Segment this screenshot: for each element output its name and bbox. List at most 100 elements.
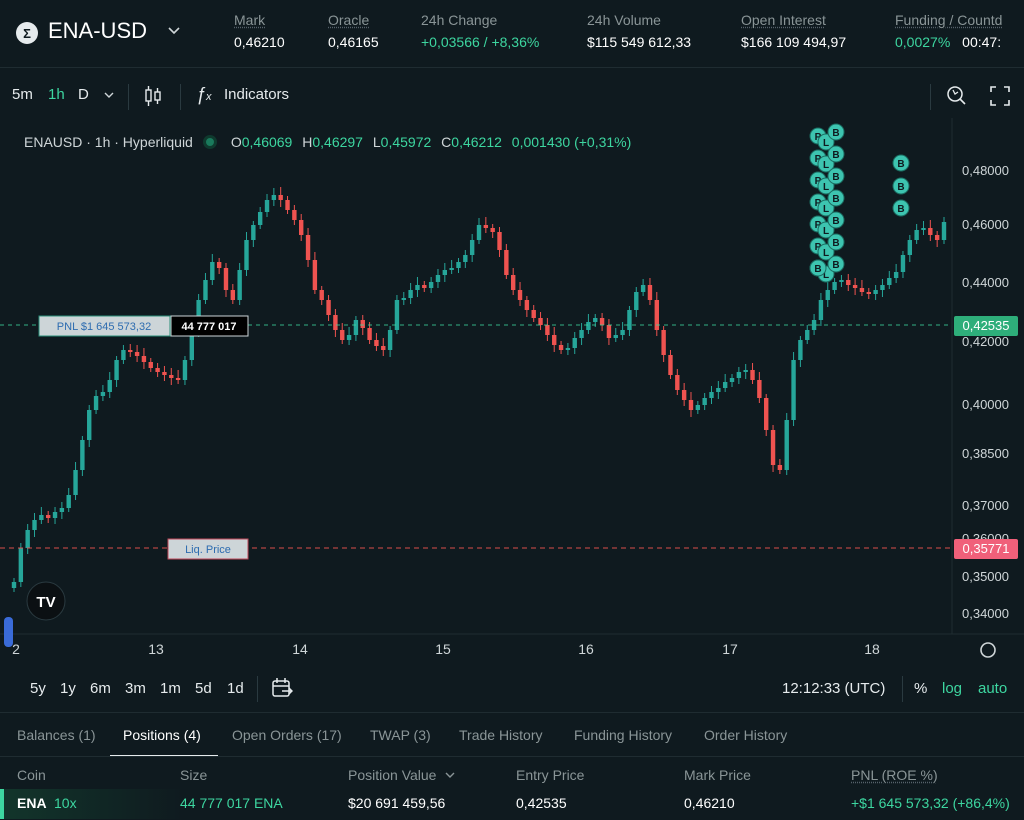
price-chart[interactable]: 0,48000 0,46000 0,44000 0,42000 0,40000 0,385… [0,118,1024,666]
candle [702,398,707,405]
stat-label[interactable]: Funding / Countd [895,12,1003,28]
liq-tag-label: Liq. Price [185,544,231,556]
position-entry-price: 0,42535 [516,795,567,811]
range-1y[interactable]: 1y [60,680,76,697]
pnl-tag-label: PNL $1 645 573,32 [57,321,151,333]
price-tick-label: 0,35000 [962,569,1009,584]
range-6m[interactable]: 6m [90,680,111,697]
tab-trade-history[interactable]: Trade History [459,727,543,743]
chart-canvas[interactable]: 0,48000 0,46000 0,44000 0,42000 0,40000 0,385… [0,118,1024,666]
position-coin[interactable]: ENA [17,795,47,811]
buy-marker-label: B [832,216,839,227]
chevron-down-icon[interactable] [102,88,116,106]
candle [449,268,454,270]
pnl-marker-label: P [815,198,822,209]
buy-marker-label: B [897,182,904,193]
interval-5m[interactable]: 5m [12,86,33,103]
stat-label: 24h Volume [587,12,661,28]
range-5d[interactable]: 5d [195,680,212,697]
candle [729,378,735,382]
tab-positions[interactable]: Positions (4) [123,727,201,743]
position-pnl: +$1 645 573,32 (+86,4%) [851,795,1010,811]
range-3m[interactable]: 3m [125,680,146,697]
buy-marker [827,211,845,229]
candle [244,240,249,270]
divider [902,676,903,702]
side-panel-handle[interactable] [4,617,13,647]
interval-d[interactable]: D [78,86,89,103]
candle [688,400,694,410]
interval-1h[interactable]: 1h [48,86,65,103]
range-1d[interactable]: 1d [227,680,244,697]
candle [264,200,270,212]
candle [825,290,830,300]
candle [928,228,933,235]
stat-open-interest: Open Interest $166 109 494,97 [741,12,846,50]
candle [401,298,406,300]
candle [428,282,434,288]
candle [887,278,892,285]
col-header-pnl[interactable]: PNL (ROE %) [851,767,938,783]
candle [66,495,71,508]
candle [59,508,65,512]
chevron-down-icon[interactable] [166,22,182,43]
divider [257,676,258,702]
candle-type-icon[interactable] [143,85,163,111]
range-5y[interactable]: 5y [30,680,46,697]
log-toggle[interactable]: log [942,680,963,697]
buy-marker [809,259,827,277]
calendar-goto-icon[interactable] [271,677,293,703]
candle [504,250,509,275]
divider [0,756,1024,757]
indicators-button[interactable]: Indicators [224,86,290,103]
auto-toggle[interactable]: auto [978,680,1008,697]
candle [387,330,393,350]
tab-twap[interactable]: TWAP (3) [370,727,431,743]
candle [340,330,345,340]
percent-toggle[interactable]: % [914,680,928,697]
price-tick-label: 0,38500 [962,446,1009,461]
tab-funding-history[interactable]: Funding History [574,727,673,743]
fullscreen-icon[interactable] [990,86,1010,110]
candle [148,362,153,368]
function-icon[interactable]: ƒx [196,84,212,104]
stat-24h-change: 24h Change +0,03566 / +8,36% [421,12,539,50]
candle [367,328,372,340]
position-value: $20 691 459,56 [348,795,446,811]
candle [381,346,386,350]
candle [593,318,598,322]
stat-label[interactable]: Oracle [328,12,370,28]
stat-value: +0,03566 / +8,36% [421,34,540,50]
tab-balances[interactable]: Balances (1) [17,727,96,743]
market-symbol[interactable]: ENA-USD [48,18,148,43]
tab-open-orders[interactable]: Open Orders (17) [232,727,342,743]
candle [415,285,420,290]
candle [497,232,502,250]
stat-label[interactable]: Mark [234,12,266,28]
tab-order-history[interactable]: Order History [704,727,788,743]
candle [661,330,666,355]
settings-gear-icon[interactable] [980,642,996,658]
candle [852,285,858,288]
stat-label[interactable]: Open Interest [741,12,826,28]
candle [832,282,837,290]
candle [586,322,591,330]
candle [770,430,776,465]
buy-marker [827,189,845,207]
pnl-tag-box [38,315,171,337]
ohlc-o-label: O [230,134,242,150]
candle [777,465,783,470]
buy-marker-label: B [832,150,839,161]
stat-value: $166 109 494,97 [741,34,847,50]
candle [613,335,618,338]
candle [805,330,810,340]
utc-clock[interactable]: 12:12:33 (UTC) [782,680,886,697]
time-tick-label: 18 [864,641,880,657]
range-1m[interactable]: 1m [160,680,181,697]
col-header-position-value[interactable]: Position Value [348,767,456,783]
position-leverage: 10x [54,795,77,811]
active-tab-indicator [110,755,218,756]
candle [517,290,523,300]
magic-zoom-icon[interactable] [945,84,967,110]
candle [681,390,687,400]
